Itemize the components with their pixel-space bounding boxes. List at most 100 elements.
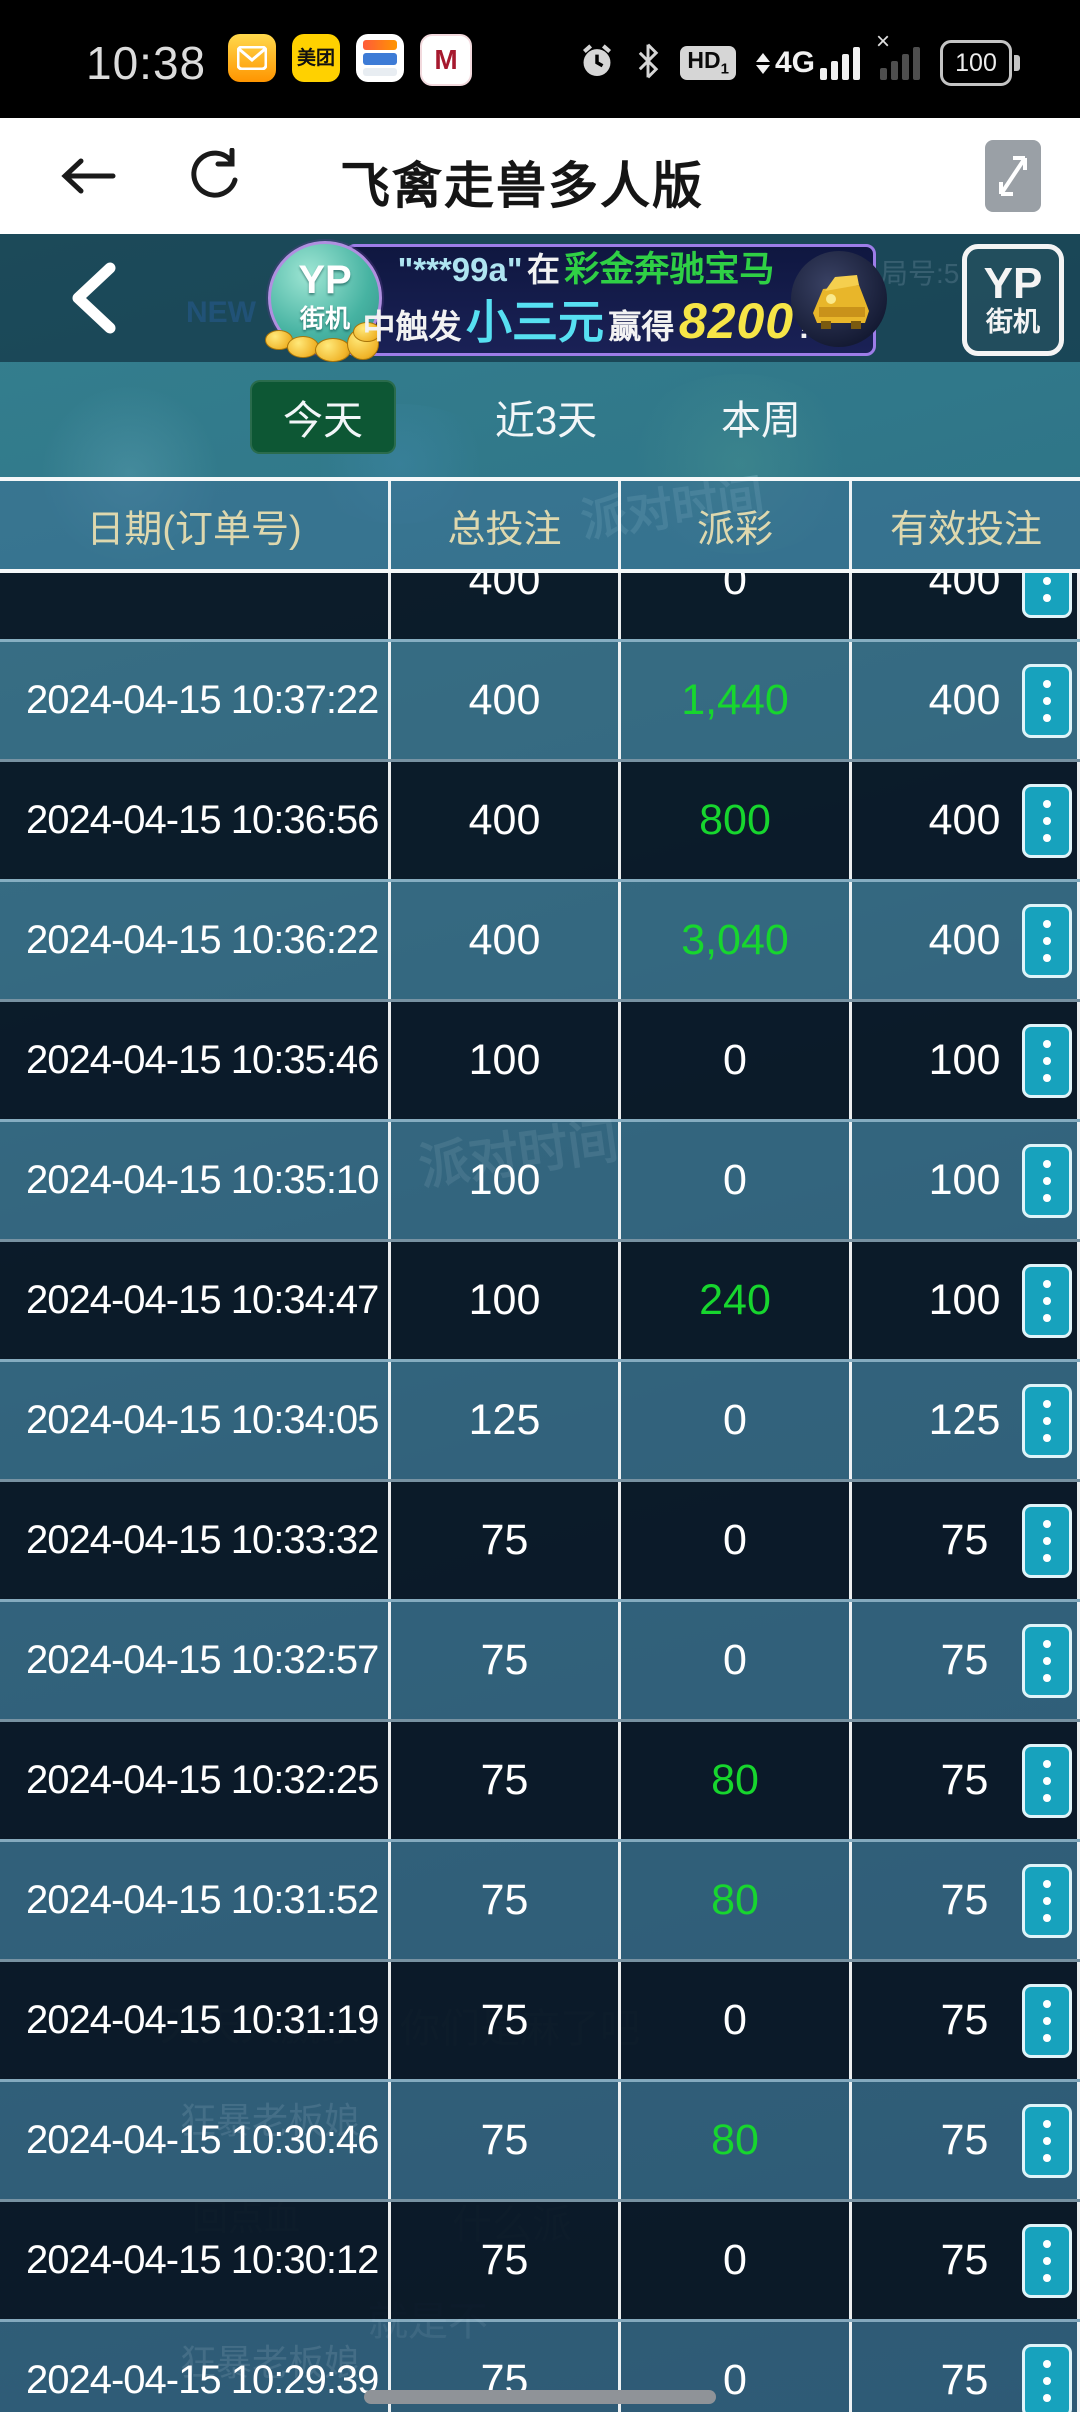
table-row: 2024-04-15 10:30:46 75 80 75 [0, 2079, 1080, 2199]
browser-toolbar: 飞禽走兽多人版 [0, 118, 1080, 234]
table-row: 2024-04-15 10:31:19 75 0 75 [0, 1959, 1080, 2079]
battery-indicator: 100 [940, 40, 1020, 86]
winner-name: "***99a" [397, 251, 523, 289]
valid-bet-value: 75 [852, 1482, 1080, 1599]
total-bet-value: 400 [391, 642, 621, 759]
order-date [0, 573, 391, 639]
payout-value: 1,440 [621, 642, 852, 759]
order-date: 2024-04-15 10:34:47 [0, 1242, 391, 1359]
table-row: 2024-04-15 10:33:32 75 0 75 [0, 1479, 1080, 1599]
order-date: 2024-04-15 10:37:22 [0, 642, 391, 759]
row-menu-button[interactable] [1022, 783, 1072, 858]
total-bet-value: 75 [391, 1482, 621, 1599]
table-row: 2024-04-15 10:36:56 400 800 400 [0, 759, 1080, 879]
home-indicator[interactable] [364, 2390, 716, 2404]
order-date: 2024-04-15 10:36:56 [0, 762, 391, 879]
row-menu-button[interactable] [1022, 1743, 1072, 1818]
yp-arcade-corner-logo: YP 街机 [962, 244, 1064, 356]
marquee-banner: YP 街机 "***99a" 在 彩金奔驰宝马 中触发 [265, 241, 887, 362]
row-menu-button[interactable] [1022, 1383, 1072, 1458]
table-row: 2024-04-15 10:34:05 125 0 125 [0, 1359, 1080, 1479]
total-bet-value: 75 [391, 2202, 621, 2319]
alarm-icon [578, 42, 616, 85]
total-bet-value: 75 [391, 1842, 621, 1959]
coin-icon [287, 336, 319, 358]
row-menu-button[interactable] [1022, 1983, 1072, 2058]
game-header: YP 街机 "***99a" 在 彩金奔驰宝马 中触发 [0, 234, 1080, 362]
refresh-button[interactable] [178, 144, 250, 208]
row-menu-button[interactable] [1022, 2223, 1072, 2298]
total-bet-value: 400 [391, 573, 621, 639]
hd-voice-badge: HD1 [680, 46, 736, 80]
notification-icons: 美团 M [228, 34, 472, 86]
valid-bet-value: 400 [852, 642, 1080, 759]
payout-value: 0 [621, 2322, 852, 2412]
network-type-label: 4G [774, 46, 815, 79]
expand-button[interactable] [985, 140, 1041, 212]
coin-icon [315, 338, 351, 362]
valid-bet-value: 75 [852, 1962, 1080, 2079]
total-bet-value: 100 [391, 1242, 621, 1359]
tab-this-week[interactable]: 本周 [721, 399, 801, 443]
order-date: 2024-04-15 10:32:25 [0, 1722, 391, 1839]
payout-value: 0 [621, 1122, 852, 1239]
back-button[interactable] [48, 142, 128, 210]
table-header: 日期(订单号) 总投注 派彩 有效投注 [0, 477, 1080, 573]
payout-value: 80 [621, 1842, 852, 1959]
valid-bet-value: 100 [852, 1242, 1080, 1359]
valid-bet-value: 400 [852, 573, 1080, 639]
game-content: NEW局号:5派对时间派对时间天天大赢家你们是麻了吧狂暴老板娘回点血什么派就是不… [0, 234, 1080, 2412]
order-date: 2024-04-15 10:31:52 [0, 1842, 391, 1959]
clock-time: 10:38 [86, 37, 207, 89]
tab-last-3-days[interactable]: 近3天 [494, 399, 598, 443]
valid-bet-value: 75 [852, 1602, 1080, 1719]
valid-bet-value: 400 [852, 762, 1080, 879]
row-menu-button[interactable] [1022, 1503, 1072, 1578]
valid-bet-value: 75 [852, 2322, 1080, 2412]
wallet-icon [356, 34, 404, 82]
order-date: 2024-04-15 10:31:19 [0, 1962, 391, 2079]
table-row: 2024-04-15 10:35:10 100 0 100 [0, 1119, 1080, 1239]
prize-name: 小三元 [465, 295, 604, 348]
total-bet-value: 100 [391, 1002, 621, 1119]
row-menu-button[interactable] [1022, 1143, 1072, 1218]
row-menu-button[interactable] [1022, 573, 1072, 618]
status-bar: 10:38 美团 M HD1 4G [0, 0, 1080, 118]
total-bet-value: 125 [391, 1362, 621, 1479]
bank-icon: M [420, 34, 472, 86]
row-menu-button[interactable] [1022, 1023, 1072, 1098]
payout-value: 3,040 [621, 882, 852, 999]
valid-bet-value: 75 [852, 2082, 1080, 2199]
row-menu-button[interactable] [1022, 1863, 1072, 1938]
total-bet-value: 75 [391, 1602, 621, 1719]
no-signal-x: × [876, 28, 891, 55]
valid-bet-value: 75 [852, 2202, 1080, 2319]
row-menu-button[interactable] [1022, 2343, 1072, 2412]
battery-level: 100 [940, 40, 1012, 86]
table-row: 2024-04-15 10:35:46 100 0 100 [0, 999, 1080, 1119]
row-menu-button[interactable] [1022, 2103, 1072, 2178]
table-row: 2024-04-15 10:32:57 75 0 75 [0, 1599, 1080, 1719]
total-bet-value: 400 [391, 882, 621, 999]
marquee-message: "***99a" 在 彩金奔驰宝马 中触发 小三元 赢得 8200 ! [362, 250, 809, 349]
table-row: 2024-04-15 10:36:22 400 3,040 400 [0, 879, 1080, 999]
gold-prize-image [791, 251, 887, 347]
game-back-chevron[interactable] [58, 260, 128, 336]
table-row: 2024-04-15 10:37:22 400 1,440 400 [0, 639, 1080, 759]
table-row-partial: 400 0 400 [0, 573, 1080, 639]
payout-value: 0 [621, 573, 852, 639]
bet-history-table: 日期(订单号) 总投注 派彩 有效投注 400 0 400 2024-04-15 10… [0, 477, 1080, 2412]
payout-value: 800 [621, 762, 852, 879]
row-menu-button[interactable] [1022, 663, 1072, 738]
payout-value: 0 [621, 1362, 852, 1479]
win-amount: 8200 [678, 292, 795, 349]
header-valid-bet: 有效投注 [889, 508, 1042, 551]
tab-today[interactable]: 今天 [250, 380, 396, 454]
row-menu-button[interactable] [1022, 903, 1072, 978]
payout-value: 240 [621, 1242, 852, 1359]
cellular-signal-primary: 4G [755, 46, 860, 80]
row-menu-button[interactable] [1022, 1623, 1072, 1698]
row-menu-button[interactable] [1022, 1263, 1072, 1338]
coin-icon [353, 322, 381, 342]
